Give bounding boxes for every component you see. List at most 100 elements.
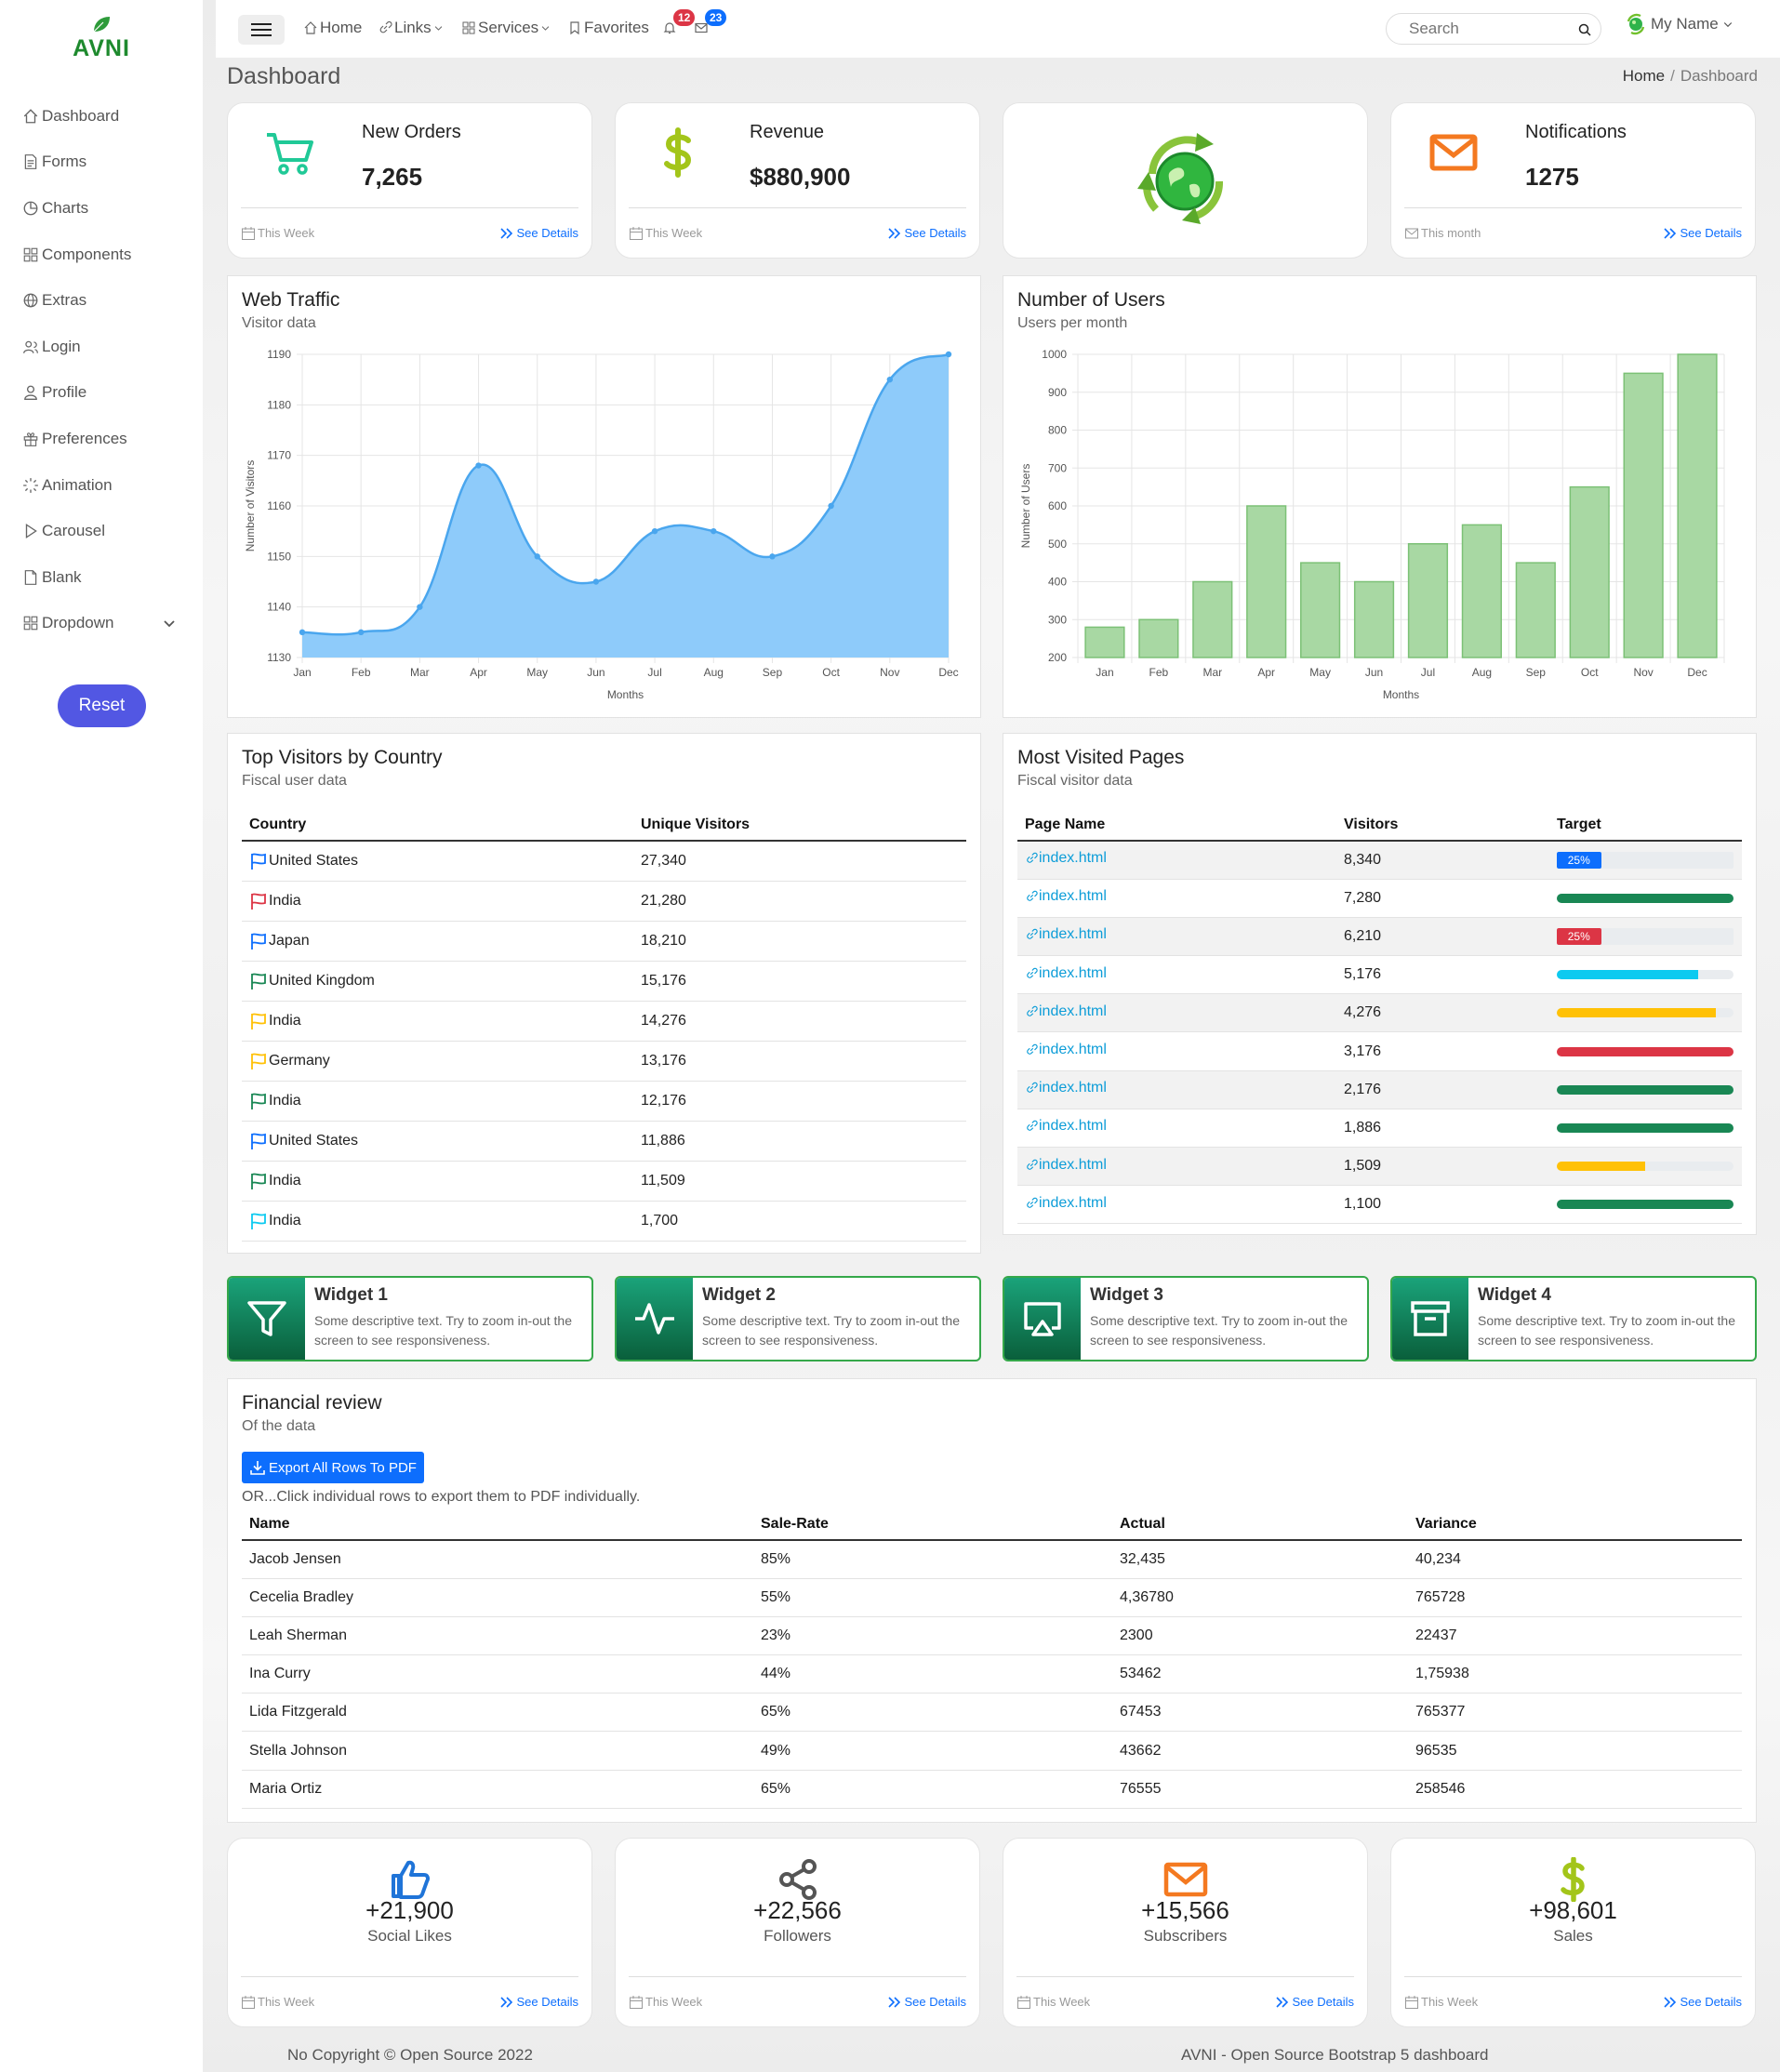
table-row[interactable]: Maria Ortiz 65% 76555 258546 <box>242 1770 1742 1809</box>
x-axis-title: Months <box>1383 688 1419 701</box>
sidebar-item-login[interactable]: Login <box>0 324 203 370</box>
x-tick-label: Aug <box>704 666 724 679</box>
country-cell: United States <box>242 841 633 882</box>
see-details-link[interactable]: See Details <box>1663 226 1742 240</box>
sidebar-item-extras[interactable]: Extras <box>0 277 203 324</box>
stat-card-new-orders: New Orders 7,265 This Week See Details <box>227 102 592 259</box>
sidebar-item-dashboard[interactable]: Dashboard <box>0 93 203 139</box>
user-name: My Name <box>1651 15 1719 33</box>
page-link[interactable]: index.html <box>1025 926 1107 943</box>
brand-logo[interactable]: AVNI <box>0 15 203 62</box>
link-icon <box>1027 967 1038 978</box>
notifications-button[interactable]: 12 <box>662 9 696 35</box>
flag-icon <box>251 893 266 910</box>
see-details-link[interactable]: See Details <box>887 1995 966 2009</box>
see-details-link[interactable]: See Details <box>1663 1995 1742 2009</box>
sidebar-item-carousel[interactable]: Carousel <box>0 508 203 554</box>
export-pdf-button[interactable]: Export All Rows To PDF <box>242 1452 424 1483</box>
x-tick-label: Oct <box>1581 666 1599 679</box>
visitors-cell: 1,100 <box>1336 1185 1549 1225</box>
widget-title: Widget 4 <box>1478 1285 1551 1305</box>
see-details-link[interactable]: See Details <box>887 226 966 240</box>
sidebar-item-forms[interactable]: Forms <box>0 139 203 186</box>
widget-1[interactable]: Widget 1 Some descriptive text. Try to z… <box>227 1276 593 1361</box>
visitors-cell: 18,210 <box>633 921 966 962</box>
flag-icon <box>251 933 266 950</box>
panel-subtitle: Users per month <box>1017 315 1128 331</box>
widget-3[interactable]: Widget 3 Some descriptive text. Try to z… <box>1003 1276 1369 1361</box>
column-header: Name <box>242 1509 753 1541</box>
sidebar-item-blank[interactable]: Blank <box>0 554 203 601</box>
stat-label: Subscribers <box>1143 1927 1228 1945</box>
stat-period-label: This Week <box>645 226 703 240</box>
sidebar-item-dropdown[interactable]: Dropdown <box>0 601 203 647</box>
nav-favorites-link[interactable]: Favorites <box>567 19 649 37</box>
page-cell: index.html <box>1017 1109 1336 1149</box>
mail-icon <box>1163 1862 1207 1897</box>
menu-toggle-button[interactable] <box>238 15 285 45</box>
panel-title: Financial review <box>242 1392 382 1414</box>
table-row: Germany 13,176 <box>242 1041 966 1082</box>
breadcrumb-home-link[interactable]: Home <box>1622 67 1666 85</box>
widget-title: Widget 2 <box>702 1285 776 1305</box>
page-link[interactable]: index.html <box>1025 1118 1107 1135</box>
sidebar-item-preferences[interactable]: Preferences <box>0 416 203 462</box>
search-input[interactable] <box>1386 13 1601 45</box>
x-tick-label: May <box>526 666 548 679</box>
column-header: Target <box>1549 810 1742 842</box>
search-icon[interactable] <box>1577 22 1592 37</box>
country-cell: India <box>242 1081 633 1122</box>
stat-period-label: This Week <box>258 226 315 240</box>
bar-mar <box>1192 580 1233 658</box>
page-link[interactable]: index.html <box>1025 1157 1107 1174</box>
y-tick-label: 1160 <box>267 499 291 512</box>
x-tick-label: Nov <box>1633 666 1653 679</box>
sidebar-item-charts[interactable]: Charts <box>0 185 203 232</box>
widget-icon-box <box>229 1278 305 1360</box>
see-details-link[interactable]: See Details <box>499 1995 578 2009</box>
stat-icon-box <box>1391 1857 1755 1902</box>
y-tick-label: 700 <box>1048 461 1067 474</box>
chevrons-right-icon <box>499 227 512 239</box>
table-row[interactable]: Ina Curry 44% 53462 1,75938 <box>242 1654 1742 1694</box>
page-link[interactable]: index.html <box>1025 1080 1107 1096</box>
nav-links-dropdown[interactable]: Links <box>378 19 444 37</box>
table-row[interactable]: Cecelia Bradley 55% 4,36780 765728 <box>242 1578 1742 1617</box>
page-link[interactable]: index.html <box>1025 1042 1107 1058</box>
progress-fill <box>1557 1008 1716 1018</box>
table-row[interactable]: Leah Sherman 23% 2300 22437 <box>242 1616 1742 1656</box>
table-row[interactable]: Lida Fitzgerald 65% 67453 765377 <box>242 1693 1742 1733</box>
stat-period-label: This month <box>1421 226 1481 240</box>
visitors-cell: 27,340 <box>633 841 966 882</box>
page-link[interactable]: index.html <box>1025 965 1107 982</box>
table-row[interactable]: Stella Johnson 49% 43662 96535 <box>242 1731 1742 1771</box>
page-link[interactable]: index.html <box>1025 1195 1107 1212</box>
see-details-label: See Details <box>1680 226 1742 240</box>
page-link[interactable]: index.html <box>1025 1003 1107 1020</box>
widget-2[interactable]: Widget 2 Some descriptive text. Try to z… <box>615 1276 981 1361</box>
y-tick-label: 1150 <box>267 550 291 563</box>
table-row[interactable]: Jacob Jensen 85% 32,435 40,234 <box>242 1540 1742 1579</box>
sidebar-item-label: Preferences <box>42 429 127 447</box>
sale-rate-cell: 49% <box>753 1731 1112 1771</box>
see-details-link[interactable]: See Details <box>499 226 578 240</box>
sidebar-item-components[interactable]: Components <box>0 232 203 278</box>
cart-icon <box>267 133 313 175</box>
messages-button[interactable]: 23 <box>694 9 727 35</box>
nav-home-link[interactable]: Home <box>303 19 362 37</box>
widget-4[interactable]: Widget 4 Some descriptive text. Try to z… <box>1390 1276 1757 1361</box>
bar-jun <box>1353 580 1395 658</box>
reset-button[interactable]: Reset <box>58 684 146 727</box>
stat-label: New Orders <box>362 122 461 142</box>
see-details-link[interactable]: See Details <box>1275 1995 1354 2009</box>
avatar-globe-icon <box>1627 13 1645 35</box>
page-link[interactable]: index.html <box>1025 888 1107 905</box>
countries-panel: Top Visitors by Country Fiscal user data… <box>227 733 981 1254</box>
share-icon <box>778 1859 817 1900</box>
sidebar-item-profile[interactable]: Profile <box>0 370 203 417</box>
sidebar-item-animation[interactable]: Animation <box>0 462 203 509</box>
nav-services-dropdown[interactable]: Services <box>461 19 551 37</box>
user-menu-dropdown[interactable]: My Name <box>1625 13 1734 35</box>
flag-icon <box>251 1093 266 1109</box>
page-link[interactable]: index.html <box>1025 850 1107 867</box>
